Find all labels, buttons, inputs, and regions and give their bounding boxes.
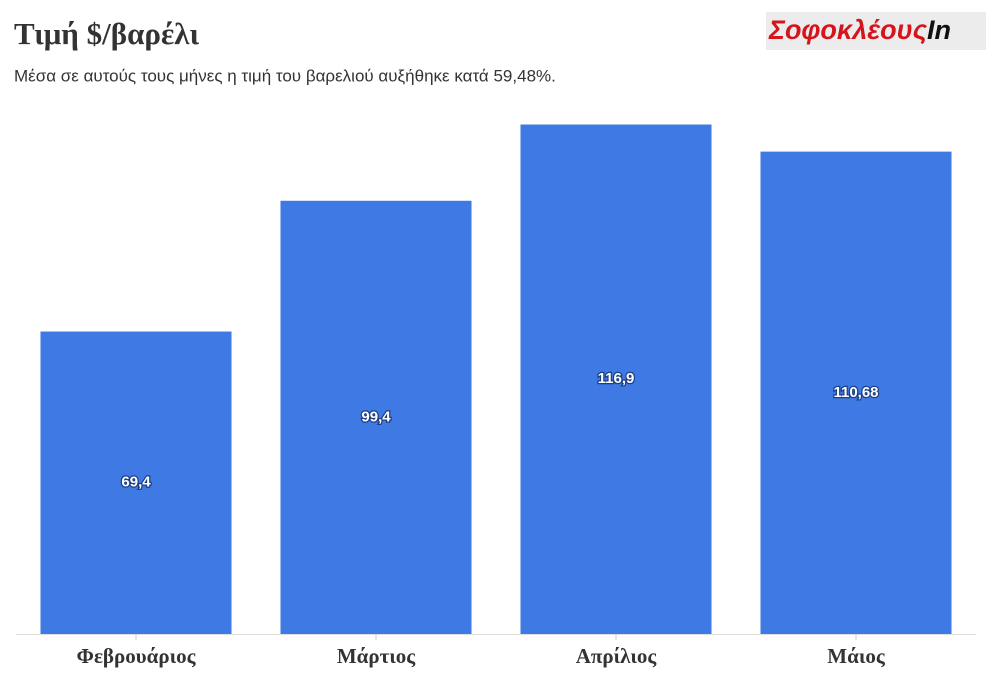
value-label: 69,4 — [121, 474, 151, 491]
x-tick-label: Φεβρουάριος — [77, 644, 197, 668]
bar — [40, 331, 232, 634]
chart-title: Τιμή $/βαρέλι — [14, 16, 199, 51]
x-tick-label: Μάιος — [827, 644, 886, 668]
value-label: 99,4 — [361, 408, 391, 425]
x-tick-label: Μάρτιος — [337, 644, 416, 668]
bar — [280, 200, 472, 634]
value-label: 116,9 — [598, 370, 635, 387]
value-label: 110,68 — [833, 384, 878, 401]
logo-suffix: In — [927, 15, 951, 45]
chart-subtitle: Μέσα σε αυτούς τους μήνες η τιμή του βαρ… — [14, 66, 556, 85]
logo-background — [766, 12, 986, 50]
logo-brand: Σοφοκλέους — [768, 15, 928, 45]
bar — [520, 124, 712, 634]
bar — [760, 151, 952, 634]
x-tick-label: Απρίλιος — [576, 644, 658, 668]
logo: ΣοφοκλέουςIn — [768, 15, 951, 45]
